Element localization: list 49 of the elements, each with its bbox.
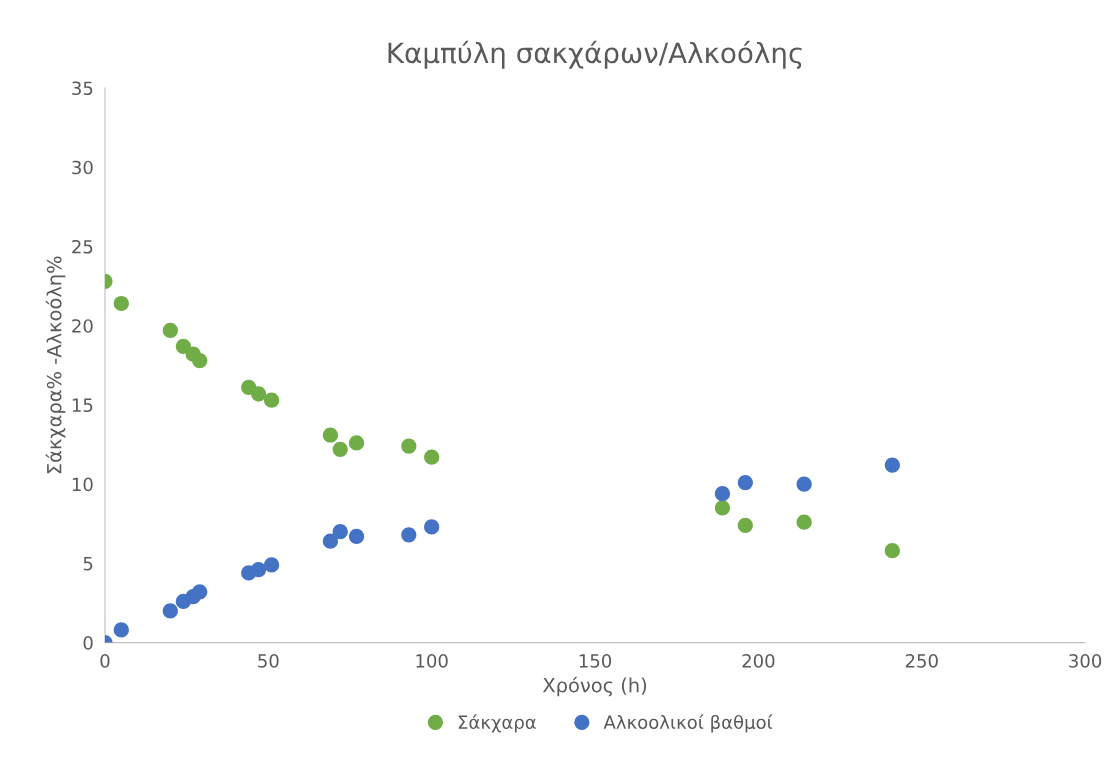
legend-label: Αλκοολικοί βαθμοί [603,714,773,733]
point [737,474,753,491]
point [737,517,753,533]
point [332,524,348,540]
point [348,435,365,451]
x-axis-title: Χρόνος (h) [542,676,647,697]
x-tick-label: 250 [905,654,938,668]
y-tick-label: 15 [72,398,93,413]
point [263,392,280,408]
point [162,603,178,619]
x-tick-label: 0 [100,654,110,668]
point [192,352,208,369]
point [424,449,440,465]
y-tick-label: 25 [72,239,93,254]
x-tick-label: 100 [416,654,448,668]
y-tick-label: 5 [83,557,93,571]
point [263,557,280,573]
y-tick-label: 20 [72,319,93,333]
legend-label: Σάκχαρα [458,714,536,733]
point [192,584,208,600]
point [401,527,417,543]
x-tick-label: 300 [1069,654,1102,668]
y-axis-title: Σάκχαρα% -Αλκοόλη% [45,256,66,474]
point [796,476,812,492]
point [796,514,812,530]
point [348,528,365,545]
y-tick-label: 30 [72,160,93,175]
point [332,441,348,457]
point [113,295,129,312]
point [714,486,731,502]
point [322,533,339,549]
point [250,386,267,402]
y-tick-label: 10 [72,477,93,492]
point [884,543,900,559]
point [424,519,440,535]
x-tick-label: 50 [258,654,279,668]
point [175,338,191,354]
point [322,427,339,443]
y-tick-label: 35 [72,81,93,96]
x-tick-label: 200 [742,654,775,668]
point [884,457,900,473]
y-tick-label: 0 [83,636,93,650]
point [250,562,267,578]
point [162,322,178,339]
point [401,438,417,454]
point [714,500,731,516]
point [113,622,129,638]
chart-title: Καμπύλη σακχάρων/Αλκοόλης [388,40,802,69]
x-tick-label: 150 [579,654,612,668]
